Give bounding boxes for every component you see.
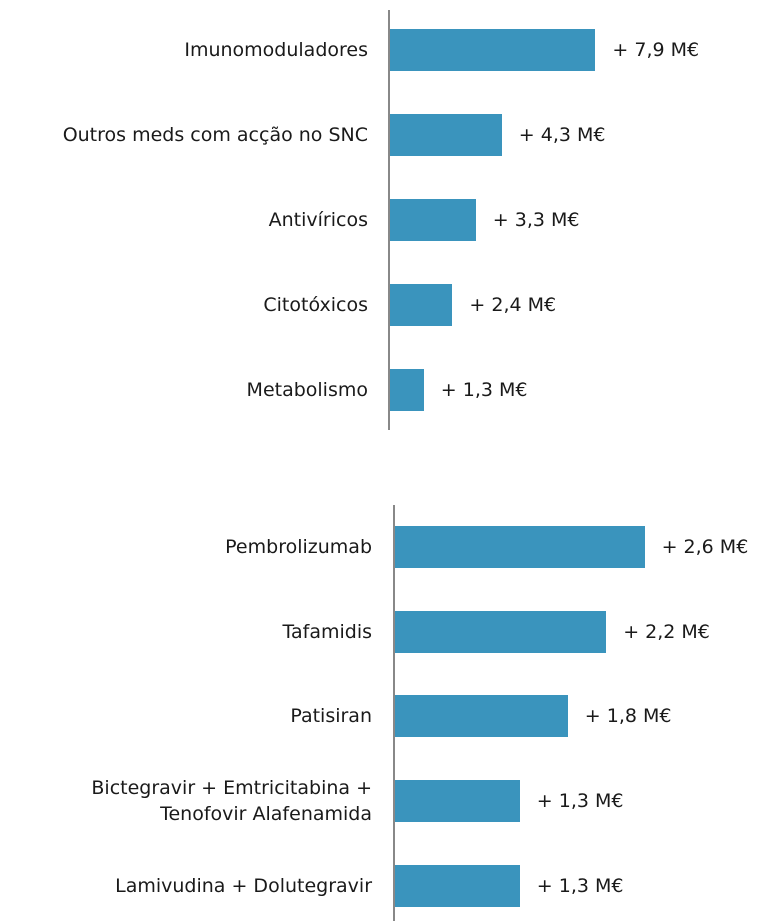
category-label: Outros meds com acção no SNC: [62, 124, 368, 146]
bar: [395, 695, 568, 738]
category-label: Metabolismo: [246, 379, 368, 401]
value-label: + 1,3 M€: [536, 874, 624, 897]
value-label: + 1,3 M€: [440, 379, 528, 401]
bar: [395, 526, 645, 568]
value-label: + 1,3 M€: [536, 790, 624, 813]
bar: [395, 864, 520, 907]
bar: [395, 610, 607, 653]
bar: [390, 29, 596, 71]
value-label: + 2,2 M€: [623, 620, 710, 643]
category-label: Imunomoduladores: [184, 39, 368, 61]
bar: [390, 284, 453, 326]
bar: [395, 780, 520, 823]
bar: [390, 199, 476, 241]
value-label: + 2,4 M€: [469, 294, 557, 316]
bar: [390, 114, 502, 156]
category-label: Tafamidis: [282, 620, 372, 643]
value-label: + 3,3 M€: [492, 209, 580, 231]
axis-line: [388, 10, 390, 430]
axis-line: [393, 505, 395, 921]
category-label: Antivíricos: [268, 209, 368, 231]
category-label: Patisiran: [290, 705, 372, 728]
value-label: + 7,9 M€: [612, 39, 700, 61]
bar: [390, 369, 424, 411]
category-label: Pembrolizumab: [225, 536, 372, 558]
value-label: + 4,3 M€: [518, 124, 606, 146]
value-label: + 1,8 M€: [584, 705, 672, 728]
category-label: Bictegravir + Emtricitabina + Tenofovir …: [91, 777, 372, 826]
category-label: Citotóxicos: [263, 294, 368, 316]
value-label: + 2,6 M€: [661, 536, 749, 558]
category-label: Lamivudina + Dolutegravir: [115, 874, 372, 897]
